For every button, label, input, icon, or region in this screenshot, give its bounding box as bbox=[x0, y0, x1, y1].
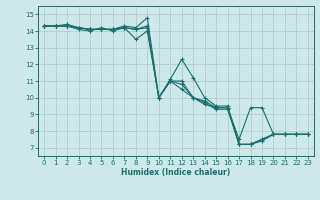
X-axis label: Humidex (Indice chaleur): Humidex (Indice chaleur) bbox=[121, 168, 231, 177]
